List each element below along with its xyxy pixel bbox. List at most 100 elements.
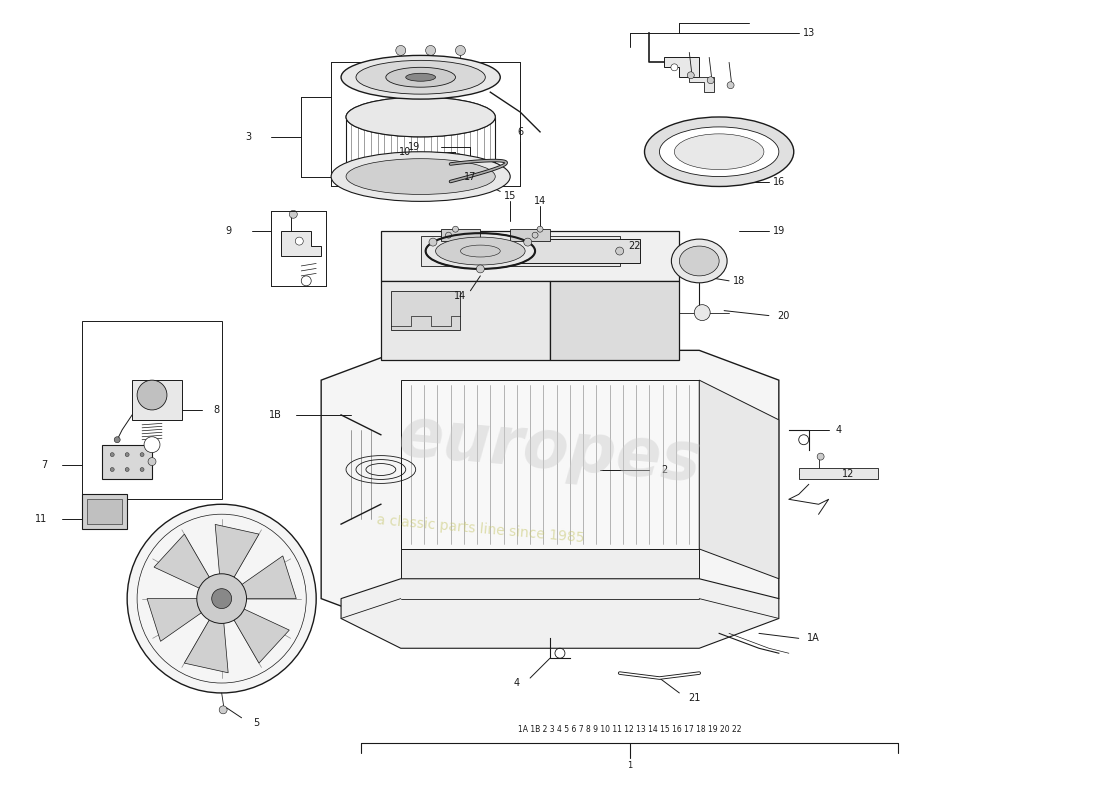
Text: 20: 20 <box>778 310 790 321</box>
Polygon shape <box>236 556 296 598</box>
Circle shape <box>446 232 451 238</box>
Bar <box>510 229 550 241</box>
Ellipse shape <box>356 60 485 94</box>
Text: 5: 5 <box>253 718 260 728</box>
Circle shape <box>817 453 824 460</box>
Bar <box>82 321 222 499</box>
Text: 3: 3 <box>245 132 252 142</box>
Circle shape <box>148 458 156 466</box>
Circle shape <box>455 154 461 160</box>
Ellipse shape <box>341 55 500 99</box>
Bar <box>799 467 878 479</box>
Ellipse shape <box>461 245 500 257</box>
Ellipse shape <box>671 239 727 283</box>
Polygon shape <box>550 281 680 360</box>
Bar <box>132 380 182 420</box>
Circle shape <box>289 210 297 218</box>
Polygon shape <box>216 525 258 583</box>
Circle shape <box>219 706 227 714</box>
Circle shape <box>128 504 316 693</box>
Polygon shape <box>154 534 212 591</box>
Circle shape <box>197 574 246 623</box>
Bar <box>87 499 122 524</box>
Polygon shape <box>400 549 700 629</box>
Text: 14: 14 <box>454 290 466 301</box>
Circle shape <box>452 226 459 232</box>
Polygon shape <box>341 578 779 648</box>
Text: 12: 12 <box>843 470 855 479</box>
Text: 19: 19 <box>408 142 420 152</box>
Polygon shape <box>381 231 680 281</box>
Circle shape <box>144 437 159 453</box>
Ellipse shape <box>680 246 719 276</box>
Circle shape <box>426 46 436 55</box>
Circle shape <box>110 453 114 457</box>
Polygon shape <box>381 281 550 360</box>
Text: 17: 17 <box>464 171 476 182</box>
Polygon shape <box>321 350 779 629</box>
Text: 21: 21 <box>689 693 701 703</box>
Text: europes: europes <box>396 403 704 496</box>
Polygon shape <box>491 239 639 263</box>
Circle shape <box>211 589 232 609</box>
Ellipse shape <box>436 237 525 265</box>
Circle shape <box>694 305 711 321</box>
Polygon shape <box>231 606 289 663</box>
Ellipse shape <box>659 127 779 177</box>
Polygon shape <box>282 231 321 256</box>
Circle shape <box>688 72 694 78</box>
Circle shape <box>125 453 129 457</box>
Bar <box>441 229 481 241</box>
Ellipse shape <box>645 117 794 186</box>
Text: 4: 4 <box>836 425 842 434</box>
Ellipse shape <box>386 67 455 87</box>
Polygon shape <box>147 598 207 642</box>
Polygon shape <box>420 236 619 266</box>
Text: 19: 19 <box>772 226 785 236</box>
Ellipse shape <box>346 97 495 137</box>
Polygon shape <box>664 58 700 78</box>
Text: 18: 18 <box>733 276 745 286</box>
Circle shape <box>301 276 311 286</box>
Text: 2: 2 <box>661 465 668 474</box>
Bar <box>82 494 128 529</box>
Circle shape <box>140 453 144 457</box>
Polygon shape <box>390 290 461 330</box>
Ellipse shape <box>331 152 510 202</box>
Text: 4: 4 <box>514 678 520 688</box>
Text: 7: 7 <box>42 459 47 470</box>
Circle shape <box>532 232 538 238</box>
Circle shape <box>472 170 478 177</box>
Circle shape <box>506 247 514 255</box>
Text: 1A 1B 2 3 4 5 6 7 8 9 10 11 12 13 14 15 16 17 18 19 20 22: 1A 1B 2 3 4 5 6 7 8 9 10 11 12 13 14 15 … <box>518 725 741 734</box>
Text: 8: 8 <box>213 405 220 415</box>
Circle shape <box>138 380 167 410</box>
Circle shape <box>295 237 304 245</box>
Polygon shape <box>690 78 714 92</box>
Text: 14: 14 <box>534 196 547 206</box>
Circle shape <box>114 437 120 442</box>
Circle shape <box>616 247 624 255</box>
Circle shape <box>727 82 734 89</box>
Text: a classic parts line since 1985: a classic parts line since 1985 <box>376 513 585 545</box>
Circle shape <box>524 238 531 246</box>
Circle shape <box>476 265 484 273</box>
Circle shape <box>110 467 114 471</box>
Bar <box>102 445 152 479</box>
Circle shape <box>707 77 714 84</box>
Ellipse shape <box>346 97 495 137</box>
Text: 1B: 1B <box>268 410 282 420</box>
Circle shape <box>671 64 678 71</box>
Circle shape <box>140 467 144 471</box>
Ellipse shape <box>426 233 535 269</box>
Polygon shape <box>400 380 700 549</box>
Circle shape <box>455 46 465 55</box>
Text: 6: 6 <box>517 127 524 137</box>
Text: 16: 16 <box>772 177 785 186</box>
Text: 9: 9 <box>226 226 232 236</box>
Text: 22: 22 <box>628 241 641 251</box>
Circle shape <box>125 467 129 471</box>
Circle shape <box>537 226 543 232</box>
Ellipse shape <box>346 158 495 194</box>
Ellipse shape <box>674 134 763 170</box>
